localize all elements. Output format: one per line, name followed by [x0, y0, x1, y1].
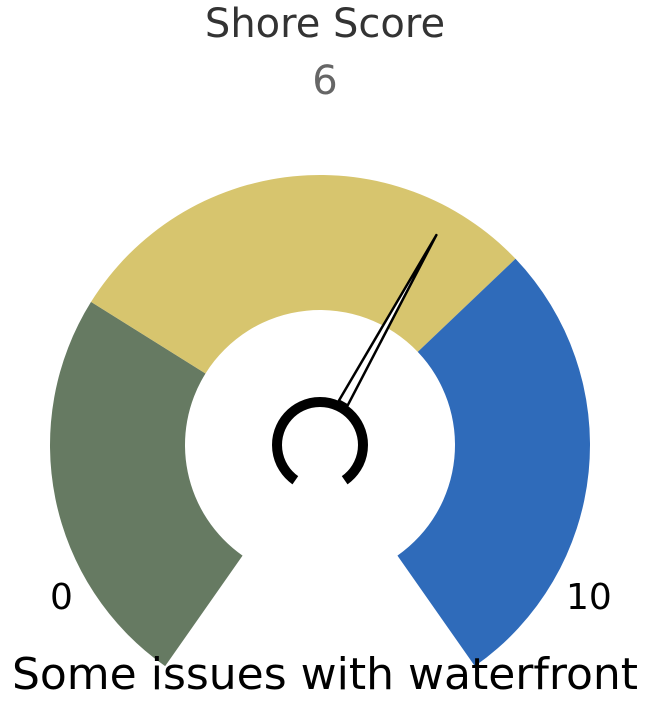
gauge-hub-ring [272, 397, 368, 485]
gauge-band-1 [50, 301, 243, 667]
gauge-title: Shore Score [204, 1, 446, 47]
gauge-band-3 [397, 258, 590, 667]
gauge-hub [272, 397, 368, 485]
gauge-caption: Some issues with waterfront [11, 649, 639, 700]
gauge-value: 6 [312, 58, 338, 104]
gauge-max-label: 10 [566, 577, 612, 618]
gauge-bands [50, 174, 590, 667]
gauge-band-2 [91, 174, 516, 374]
gauge-min-label: 0 [50, 577, 73, 618]
